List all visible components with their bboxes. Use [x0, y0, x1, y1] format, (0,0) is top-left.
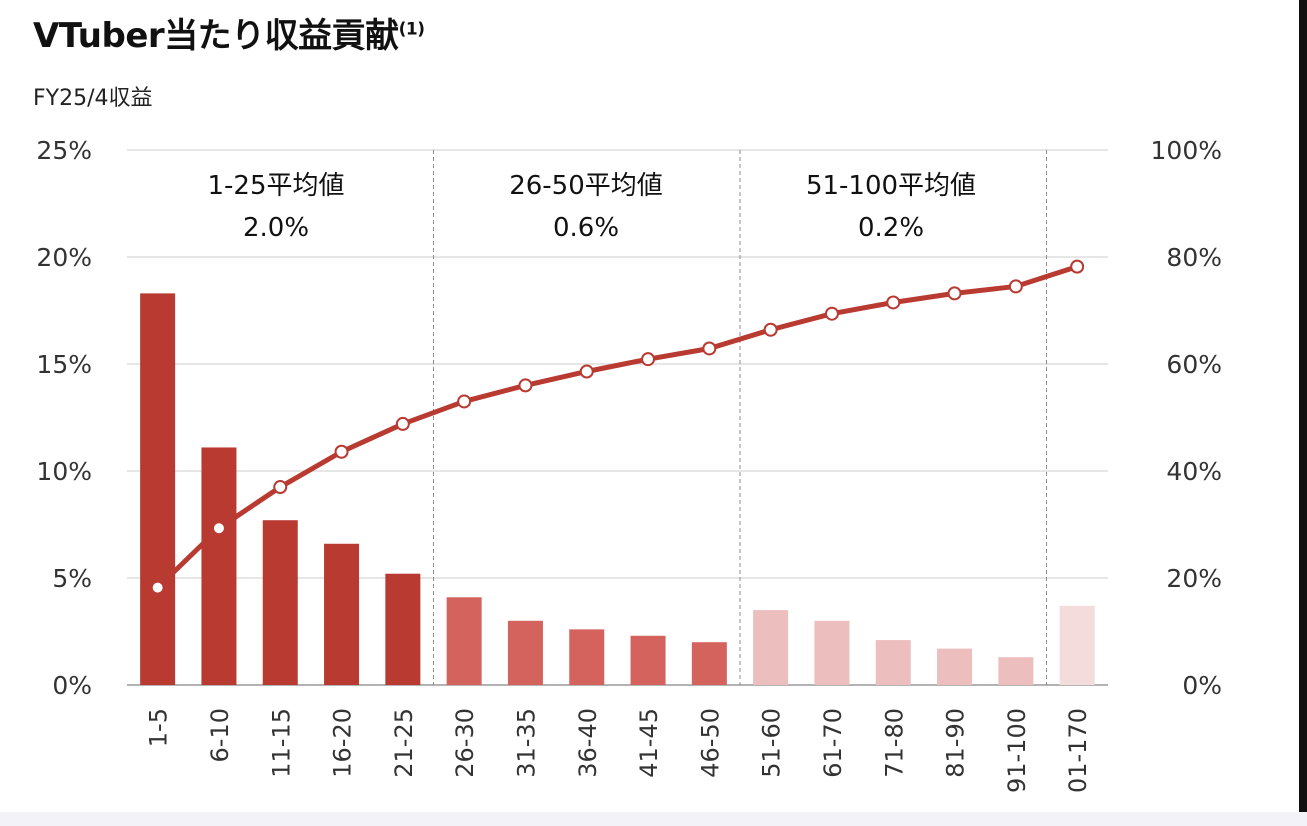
x-category-label: 16-20	[329, 708, 357, 778]
bar-series	[140, 293, 1095, 685]
bar	[140, 293, 176, 685]
line-point	[395, 416, 410, 431]
line-point	[702, 341, 717, 356]
y-right-tick-label: 60%	[1166, 350, 1222, 379]
line-point	[150, 580, 165, 595]
x-category-label: 31-35	[512, 708, 540, 778]
x-category-label: 46-50	[696, 708, 724, 778]
line-point	[211, 521, 226, 536]
y-left-tick-label: 10%	[36, 457, 92, 486]
line-point	[886, 295, 901, 310]
bar	[385, 573, 421, 685]
line-point	[824, 306, 839, 321]
line-point	[1070, 259, 1085, 274]
y-right-tick-label: 0%	[1182, 671, 1222, 700]
title-footnote-marker: (1)	[398, 19, 425, 40]
bar	[753, 610, 789, 685]
line-point	[518, 378, 533, 393]
bar	[937, 648, 973, 685]
cumulative-line	[155, 264, 1078, 590]
line-point	[947, 286, 962, 301]
y-left-tick-label: 0%	[52, 671, 92, 700]
y-axis-right: 0% 20% 40% 60% 80% 100%	[1151, 136, 1222, 700]
annotation-value: 0.2%	[858, 213, 924, 243]
x-category-label: 26-30	[451, 708, 479, 778]
y-right-tick-label: 40%	[1166, 457, 1222, 486]
x-axis-labels: 1-5 6-10 11-15 16-20 21-25 26-30 31-35 36-40 41-…	[145, 708, 1093, 793]
line-point	[641, 352, 656, 367]
x-category-label: 41-45	[635, 708, 663, 778]
y-axis-left: 0% 5% 10% 15% 20% 25%	[36, 136, 92, 700]
annotation-label: 26-50平均値	[509, 171, 663, 201]
x-category-label: 01-170	[1064, 708, 1092, 793]
line-point	[763, 322, 778, 337]
y-left-tick-label: 5%	[52, 564, 92, 593]
line-point	[1008, 279, 1023, 294]
x-category-label: 91-100	[1003, 708, 1031, 793]
bar	[446, 597, 482, 685]
frame-edge-bottom	[0, 812, 1307, 826]
bar	[507, 620, 543, 685]
x-category-label: 81-90	[942, 708, 970, 778]
chart-title-text: VTuber当たり収益貢献	[33, 16, 399, 56]
chart-subtitle: FY25/4収益	[33, 86, 153, 111]
bar	[814, 620, 850, 685]
line-series	[150, 259, 1085, 595]
group-dividers	[433, 150, 1047, 685]
y-left-tick-label: 20%	[36, 243, 92, 272]
annotation-label: 51-100平均値	[806, 171, 976, 201]
y-right-tick-label: 20%	[1166, 564, 1222, 593]
annotation-value: 0.6%	[553, 213, 619, 243]
x-category-label: 61-70	[819, 708, 847, 778]
y-left-tick-label: 25%	[36, 136, 92, 165]
y-right-tick-label: 80%	[1166, 243, 1222, 272]
line-point	[579, 364, 594, 379]
line-point	[273, 480, 288, 495]
annotation-label: 1-25平均値	[207, 171, 344, 201]
line-point	[334, 444, 349, 459]
bar	[691, 642, 727, 685]
group-annotations: 1-25平均値 2.0% 26-50平均値 0.6% 51-100平均値 0.2%	[207, 171, 976, 243]
bar	[998, 657, 1034, 685]
x-category-label: 1-5	[145, 708, 173, 747]
x-category-label: 6-10	[206, 708, 234, 762]
x-category-label: 11-15	[267, 708, 295, 778]
annotation-value: 2.0%	[243, 213, 309, 243]
bar	[569, 629, 605, 685]
y-right-tick-label: 100%	[1151, 136, 1222, 165]
line-point	[457, 394, 472, 409]
bar	[324, 543, 360, 685]
x-category-label: 36-40	[574, 708, 602, 778]
x-category-label: 51-60	[758, 708, 786, 778]
bar	[630, 635, 666, 685]
y-left-tick-label: 15%	[36, 350, 92, 379]
bar	[875, 640, 911, 685]
chart-title: VTuber当たり収益貢献(1)	[33, 8, 425, 57]
bar	[201, 447, 237, 685]
frame-edge-right	[1299, 0, 1307, 812]
bar	[262, 520, 298, 685]
x-category-label: 71-80	[880, 708, 908, 778]
x-category-label: 21-25	[390, 708, 418, 778]
bar	[1059, 605, 1095, 685]
